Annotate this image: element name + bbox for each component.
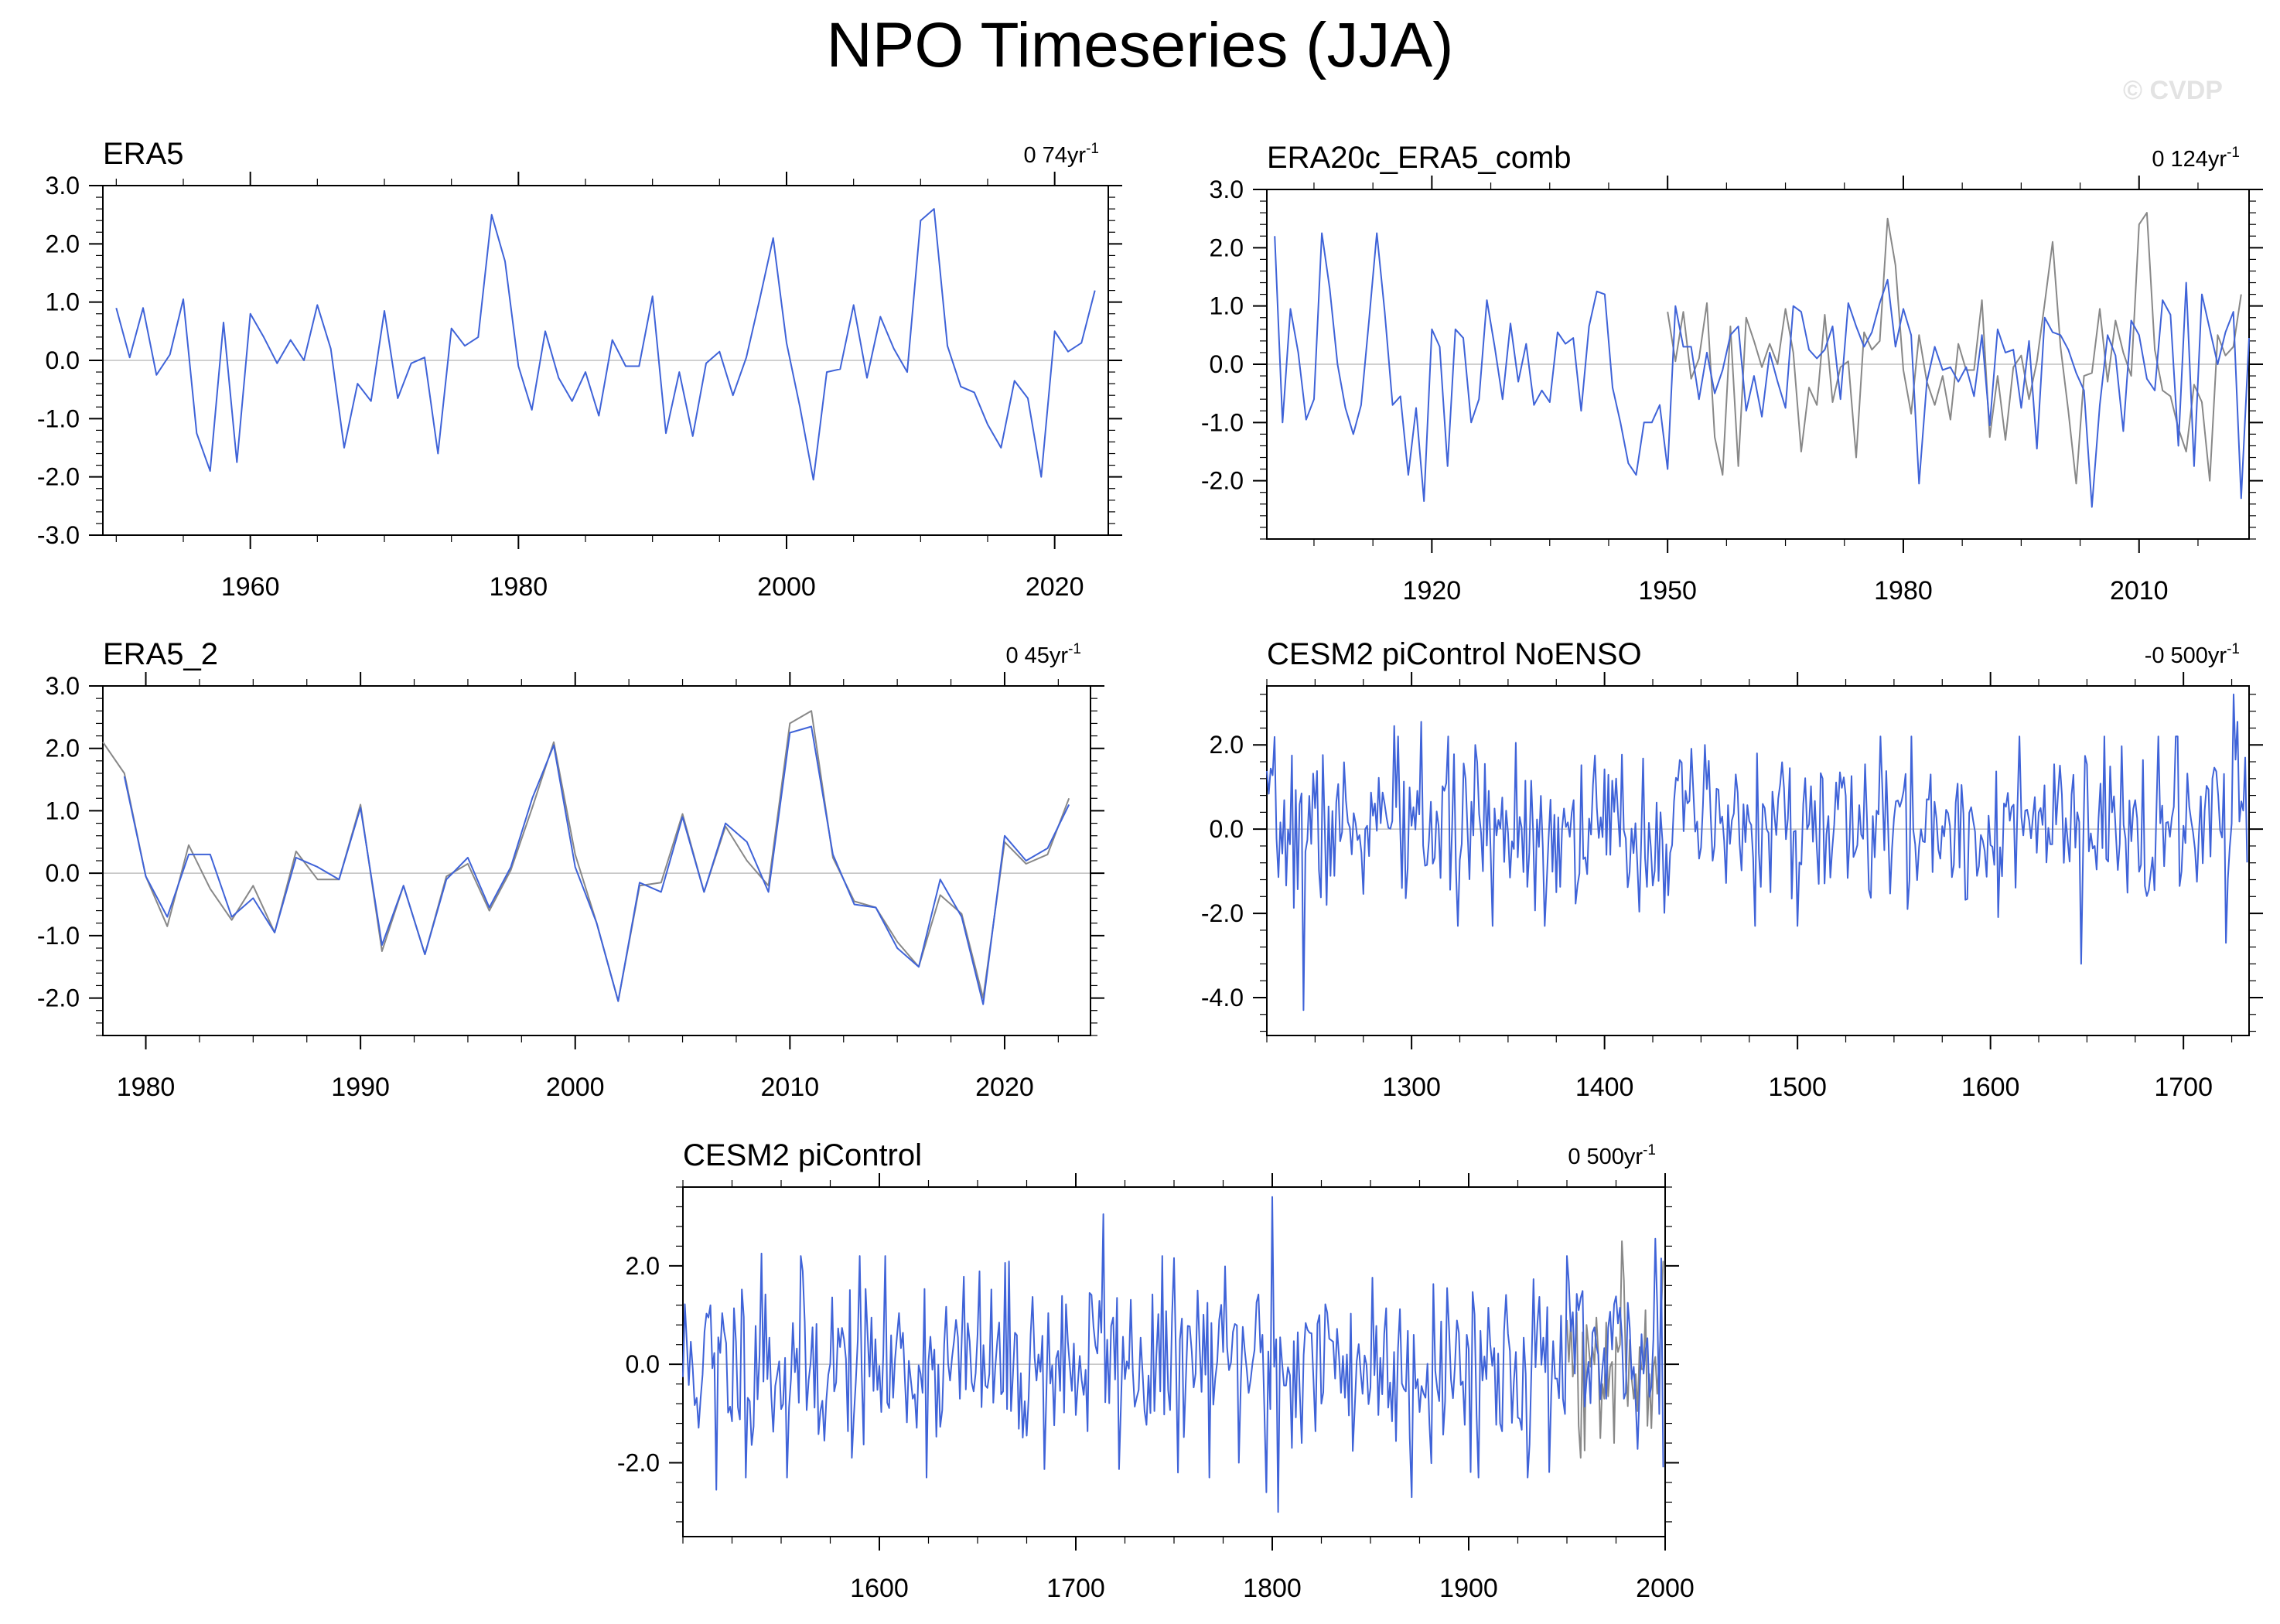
series-line-era20c-era5-comb xyxy=(1274,232,2250,508)
page-title: NPO Timeseries (JJA) xyxy=(826,10,1454,80)
y-tick-label: -2.0 xyxy=(1201,899,1244,927)
y-tick-label: 3.0 xyxy=(1210,176,1244,203)
chart-panel-cesm2-picontrol-noenso: CESM2 piControl NoENSO -0 500yr-1 -4.0 -2.0… xyxy=(1201,637,2263,1102)
y-tick-label: 0.0 xyxy=(1210,350,1244,378)
series-line-era5-observed- xyxy=(102,710,1070,1002)
series-line-era5-observed- xyxy=(1667,212,2242,485)
x-tick-label: 1920 xyxy=(1403,576,1462,606)
x-tick-label: 2010 xyxy=(761,1073,820,1102)
y-tick-label: 2.0 xyxy=(626,1252,660,1280)
x-tick-label: 2010 xyxy=(2110,576,2169,606)
y-tick-label: 2.0 xyxy=(1210,731,1244,759)
y-tick-label: 1.0 xyxy=(46,797,80,824)
chart-title: ERA5 xyxy=(103,137,184,171)
x-tick-label: 1300 xyxy=(1382,1073,1441,1102)
y-tick-label: 2.0 xyxy=(46,230,80,258)
x-tick-label: 1980 xyxy=(490,572,548,602)
x-tick-label: 1900 xyxy=(1439,1574,1498,1603)
x-tick-label: 1980 xyxy=(117,1073,176,1102)
y-tick-label: 0.0 xyxy=(1210,815,1244,843)
chart-panel-era5-2: ERA5_2 0 45yr-1 -2.0 -1.0 0.0 1.0 2.0 3.0 1980 19… xyxy=(37,637,1104,1102)
y-tick-label: -1.0 xyxy=(37,922,80,950)
trend-label: 0 500yr-1 xyxy=(1568,1142,1656,1169)
y-tick-label: 3.0 xyxy=(46,672,80,700)
chart-panel-era20c-era5-comb: ERA20c_ERA5_comb 0 124yr-1 -2.0 -1.0 0.0 1.0 2… xyxy=(1201,141,2263,606)
x-tick-label: 1960 xyxy=(221,572,280,602)
series-line-era5-observed- xyxy=(1566,1240,1664,1459)
x-tick-label: 1600 xyxy=(850,1574,909,1603)
y-tick-label: 1.0 xyxy=(46,288,80,316)
y-tick-label: -1.0 xyxy=(1201,408,1244,436)
y-tick-label: -1.0 xyxy=(37,404,80,432)
plot-frame xyxy=(102,685,1091,1036)
x-tick-label: 2020 xyxy=(975,1073,1034,1102)
chart-title: CESM2 piControl NoENSO xyxy=(1267,637,1642,671)
x-tick-label: 1950 xyxy=(1638,576,1697,606)
x-tick-label: 1700 xyxy=(2154,1073,2213,1102)
series-line-era5-2 xyxy=(123,725,1070,1005)
chart-title: ERA20c_ERA5_comb xyxy=(1267,141,1572,175)
x-tick-label: 1990 xyxy=(331,1073,390,1102)
x-tick-label: 1700 xyxy=(1046,1574,1105,1603)
y-tick-label: 0.0 xyxy=(46,859,80,887)
x-tick-label: 2000 xyxy=(757,572,816,602)
x-tick-label: 1600 xyxy=(1961,1073,2020,1102)
chart-title: CESM2 piControl xyxy=(683,1138,922,1172)
y-tick-label: 2.0 xyxy=(46,735,80,763)
y-tick-label: -3.0 xyxy=(37,521,80,549)
y-tick-label: 0.0 xyxy=(626,1350,660,1378)
x-tick-label: 2000 xyxy=(546,1073,605,1102)
x-tick-label: 2020 xyxy=(1026,572,1084,602)
y-tick-label: -2.0 xyxy=(37,463,80,491)
plot-frame xyxy=(1266,685,2250,1036)
x-tick-label: 1980 xyxy=(1874,576,1933,606)
series-line-era5 xyxy=(115,208,1096,481)
y-tick-label: 1.0 xyxy=(1210,292,1244,320)
x-tick-label: 1800 xyxy=(1243,1574,1302,1603)
y-tick-label: 2.0 xyxy=(1210,234,1244,261)
x-tick-label: 1400 xyxy=(1575,1073,1634,1102)
y-tick-label: -2.0 xyxy=(37,984,80,1012)
watermark: © CVDP xyxy=(2123,76,2223,105)
trend-label: 0 74yr-1 xyxy=(1023,141,1099,168)
y-tick-label: -2.0 xyxy=(1201,467,1244,495)
chart-panel-era5: ERA5 0 74yr-1 -3.0 -2.0 -1.0 0.0 1.0 2.0 3.0 1960… xyxy=(37,137,1122,602)
y-tick-label: -2.0 xyxy=(617,1449,660,1477)
series-line-cesm2-picontrol-noenso xyxy=(1266,693,2248,1012)
x-tick-label: 2000 xyxy=(1636,1574,1695,1603)
y-tick-label: 3.0 xyxy=(46,172,80,200)
trend-label: -0 500yr-1 xyxy=(2145,641,2240,668)
y-tick-label: -4.0 xyxy=(1201,984,1244,1012)
trend-label: 0 45yr-1 xyxy=(1005,641,1081,668)
chart-panel-cesm2-picontrol: CESM2 piControl 0 500yr-1 -2.0 0.0 2.0 1600 17… xyxy=(617,1138,1695,1603)
x-tick-label: 1500 xyxy=(1768,1073,1827,1102)
chart-title: ERA5_2 xyxy=(103,637,218,671)
trend-label: 0 124yr-1 xyxy=(2152,145,2240,172)
y-tick-label: 0.0 xyxy=(46,346,80,374)
series-line-cesm2-picontrol xyxy=(682,1196,1664,1513)
